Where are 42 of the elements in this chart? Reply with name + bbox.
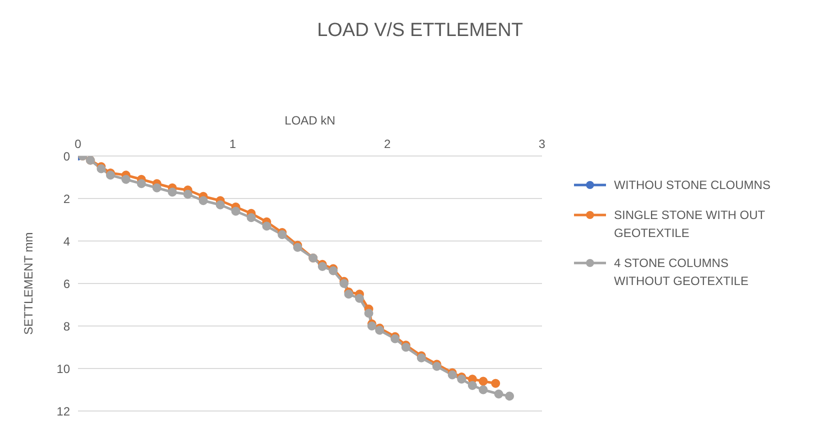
point	[354, 294, 364, 303]
point	[318, 262, 327, 271]
legend-label: SINGLE STONE WITH OUT GEOTEXTILE	[614, 206, 766, 242]
x-tick-label: 3	[538, 137, 546, 151]
y-tick-label: 0	[63, 149, 70, 164]
point	[505, 392, 514, 401]
point	[231, 206, 240, 216]
point	[457, 374, 466, 384]
point	[198, 196, 208, 206]
x-tick-label: 2	[384, 137, 391, 151]
point	[246, 213, 256, 222]
legend-label: WITHOU STONE CLOUMNS	[614, 176, 772, 194]
point	[136, 179, 146, 188]
y-tick-label: 6	[63, 276, 70, 291]
y-tick-label: 12	[56, 404, 70, 418]
point	[344, 290, 354, 299]
legend-label: 4 STONE COLUMNS WITHOUT GEOTEXTILE	[614, 254, 750, 290]
point	[183, 190, 192, 199]
point	[106, 170, 115, 180]
x-axis-title: LOAD kN	[284, 114, 336, 128]
x-tick-label: 0	[74, 137, 82, 151]
y-tick-label: 2	[63, 192, 70, 206]
point	[491, 378, 500, 388]
point	[367, 322, 376, 330]
point	[364, 308, 374, 318]
point	[216, 200, 225, 210]
point	[168, 188, 177, 197]
y-tick-label: 10	[56, 362, 70, 376]
point	[278, 230, 287, 240]
point	[152, 183, 162, 192]
x-tick-label: 1	[229, 137, 236, 151]
point	[340, 279, 349, 288]
y-tick-label: 8	[63, 319, 70, 334]
point	[121, 174, 130, 184]
point	[478, 385, 488, 394]
y-tick-label: 4	[63, 234, 70, 248]
point	[494, 390, 504, 398]
chart-title: LOAD V/S ETTLEMENT	[316, 19, 524, 43]
point	[468, 381, 477, 390]
y-axis-title: SETTLEMENT mm	[21, 232, 36, 335]
point	[478, 376, 488, 386]
point	[262, 222, 272, 231]
